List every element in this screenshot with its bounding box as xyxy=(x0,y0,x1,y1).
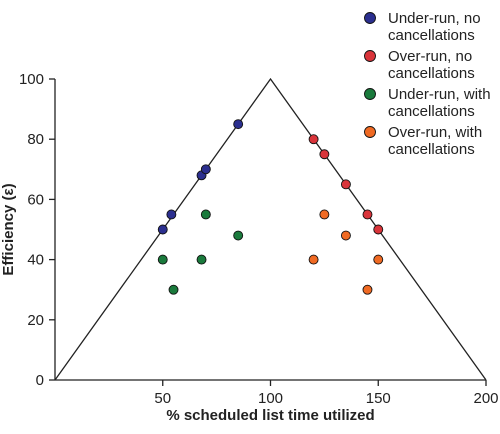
legend-marker xyxy=(364,126,376,138)
data-point xyxy=(319,209,330,220)
data-points xyxy=(157,119,384,295)
data-point xyxy=(319,149,330,160)
feasible-region-boundary xyxy=(54,77,487,381)
data-point xyxy=(157,254,168,265)
legend-marker xyxy=(364,50,376,62)
legend-marker xyxy=(364,12,376,24)
x-tick-label: 200 xyxy=(473,390,498,407)
y-tick-label: 40 xyxy=(27,252,44,269)
y-tick-label: 20 xyxy=(27,312,44,329)
data-point xyxy=(233,119,244,130)
data-point xyxy=(196,254,207,265)
data-point xyxy=(362,284,373,295)
legend-label-line: cancellations xyxy=(388,65,475,82)
legend-label: Over-run, with cancellations xyxy=(388,124,482,158)
legend-label-line: Under-run, no xyxy=(388,10,481,27)
data-point xyxy=(362,209,373,220)
data-point xyxy=(373,254,384,265)
data-point xyxy=(200,209,211,220)
legend-label-line: Under-run, with xyxy=(388,86,491,103)
y-tick-label: 60 xyxy=(27,191,44,208)
legend-label-line: cancellations xyxy=(388,27,475,44)
x-tick-label: 100 xyxy=(258,390,283,407)
data-point xyxy=(233,230,244,241)
data-point xyxy=(340,230,351,241)
data-point xyxy=(166,209,177,220)
data-point xyxy=(200,164,211,175)
legend-label-line: Over-run, with xyxy=(388,124,482,141)
legend-marker xyxy=(364,88,376,100)
data-point xyxy=(308,254,319,265)
data-point xyxy=(168,284,179,295)
axes: 0 20 40 60 80 100 50 100 150 200 xyxy=(19,71,499,407)
y-axis-label: Efficiency (ε) xyxy=(0,183,17,275)
x-tick-label: 50 xyxy=(154,390,171,407)
x-tick-label: 150 xyxy=(366,390,391,407)
data-point xyxy=(157,224,168,235)
boundary-line xyxy=(54,77,487,381)
legend-label: Under-run, with cancellations xyxy=(388,86,491,120)
legend-label-line: cancellations xyxy=(388,141,475,158)
legend-label: Under-run, no cancellations xyxy=(388,10,481,44)
data-point xyxy=(308,134,319,145)
legend-label-line: Over-run, no xyxy=(388,48,472,65)
y-tick-label: 0 xyxy=(36,372,44,389)
legend-label-line: cancellations xyxy=(388,103,475,120)
y-tick-label: 80 xyxy=(27,131,44,148)
y-tick-label: 100 xyxy=(19,71,44,88)
x-axis-label: % scheduled list time utilized xyxy=(166,407,374,424)
legend-label: Over-run, no cancellations xyxy=(388,48,475,82)
data-point xyxy=(340,179,351,190)
data-point xyxy=(373,224,384,235)
